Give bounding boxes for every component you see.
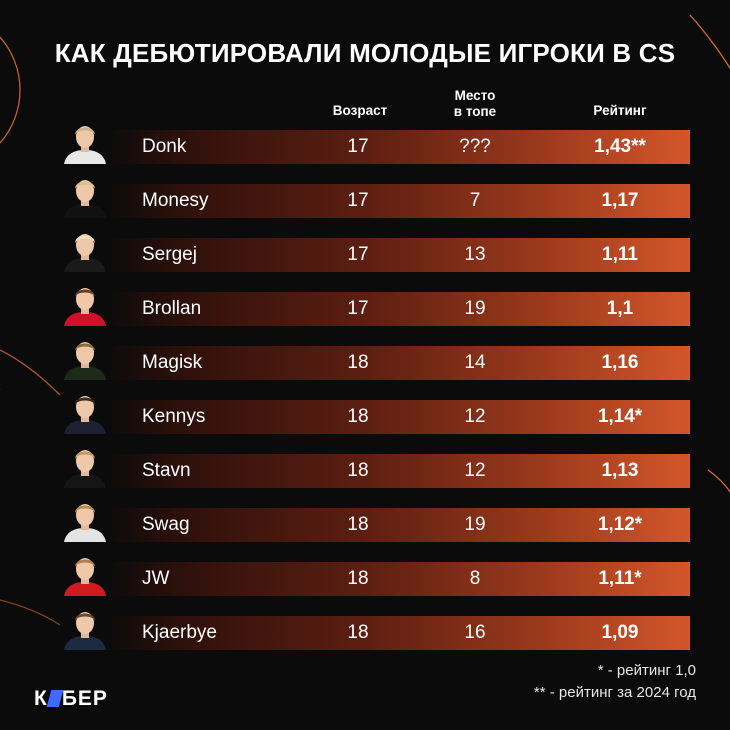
player-name: Stavn [142, 460, 191, 481]
header-age: Возраст [332, 103, 388, 118]
player-age: 17 [347, 190, 369, 211]
player-name: JW [142, 568, 170, 589]
logo-mark-icon [46, 690, 64, 707]
player-avatar [60, 604, 110, 650]
header-rating: Рейтинг [593, 103, 647, 118]
kiber-logo: К БЕР [34, 687, 108, 711]
player-name: Brollan [142, 298, 202, 319]
player-place: 19 [464, 514, 486, 535]
table-row: Kennys 18 12 1,14* [108, 400, 690, 434]
table-row: Swag 18 19 1,12* [108, 508, 690, 542]
table-row: Stavn 18 12 1,13 [108, 454, 690, 488]
header-place-line1: Место [454, 88, 496, 103]
player-name: Donk [142, 136, 187, 157]
player-place: 19 [464, 298, 486, 319]
player-rating: 1,14* [597, 406, 643, 427]
player-avatar [60, 442, 110, 488]
player-name: Magisk [142, 352, 203, 373]
player-avatar [60, 280, 110, 326]
footnote-double: ** - рейтинг за 2024 год [533, 684, 696, 701]
player-name: Swag [142, 514, 190, 535]
player-rating: 1,11 [602, 244, 638, 265]
table-row: Monesy 17 7 1,17 [108, 184, 690, 218]
player-rating: 1,43** [594, 136, 646, 157]
player-avatar [60, 496, 110, 542]
header-place: Место в топе [435, 88, 515, 120]
player-rating: 1,12* [597, 514, 643, 535]
player-place: 16 [464, 622, 486, 643]
logo-text-left: К [34, 687, 48, 710]
table-row: Sergej 17 13 1,11 [108, 238, 690, 272]
player-age: 18 [347, 460, 369, 481]
footnote-single: * - рейтинг 1,0 [597, 662, 696, 679]
header-place-line2: в топе [453, 104, 497, 119]
player-rating: 1,17 [601, 190, 639, 211]
table-row: JW 18 8 1,11* [108, 562, 690, 596]
player-age: 17 [347, 244, 369, 265]
player-age: 18 [347, 514, 369, 535]
player-rating: 1,1 [606, 298, 634, 319]
player-avatar [60, 172, 110, 218]
player-name: Sergej [142, 244, 197, 265]
player-place: 12 [464, 460, 486, 481]
table-row: Kjaerbye 18 16 1,09 [108, 616, 690, 650]
player-place: 14 [464, 352, 486, 373]
player-name: Monesy [142, 190, 209, 211]
player-avatar [60, 334, 110, 380]
player-place: 13 [464, 244, 486, 265]
player-rating: 1,13 [601, 460, 639, 481]
player-place: ??? [459, 136, 491, 157]
footnotes: * - рейтинг 1,0 ** - рейтинг за 2024 год [534, 660, 696, 704]
player-name: Kjaerbye [142, 622, 217, 643]
player-age: 18 [347, 568, 369, 589]
player-rating: 1,11* [598, 568, 642, 589]
player-rating: 1,16 [601, 352, 639, 373]
player-place: 12 [464, 406, 486, 427]
player-avatar [60, 550, 110, 596]
player-rating: 1,09 [601, 622, 639, 643]
player-avatar [60, 226, 110, 272]
player-place: 7 [469, 190, 481, 211]
table-row: Donk 17??? 1,43** [108, 130, 690, 164]
player-age: 18 [347, 622, 369, 643]
table-row: Magisk 18 14 1,16 [108, 346, 690, 380]
player-name: Kennys [142, 406, 206, 427]
player-avatar [60, 388, 110, 434]
player-avatar [60, 118, 110, 164]
page-title: КАК ДЕБЮТИРОВАЛИ МОЛОДЫЕ ИГРОКИ В CS [54, 38, 676, 68]
logo-text-right: БЕР [61, 687, 108, 710]
player-age: 18 [347, 406, 369, 427]
player-age: 17 [347, 136, 369, 157]
player-place: 8 [469, 568, 481, 589]
player-age: 17 [347, 298, 369, 319]
player-age: 18 [347, 352, 369, 373]
table-row: Brollan 17 19 1,1 [108, 292, 690, 326]
